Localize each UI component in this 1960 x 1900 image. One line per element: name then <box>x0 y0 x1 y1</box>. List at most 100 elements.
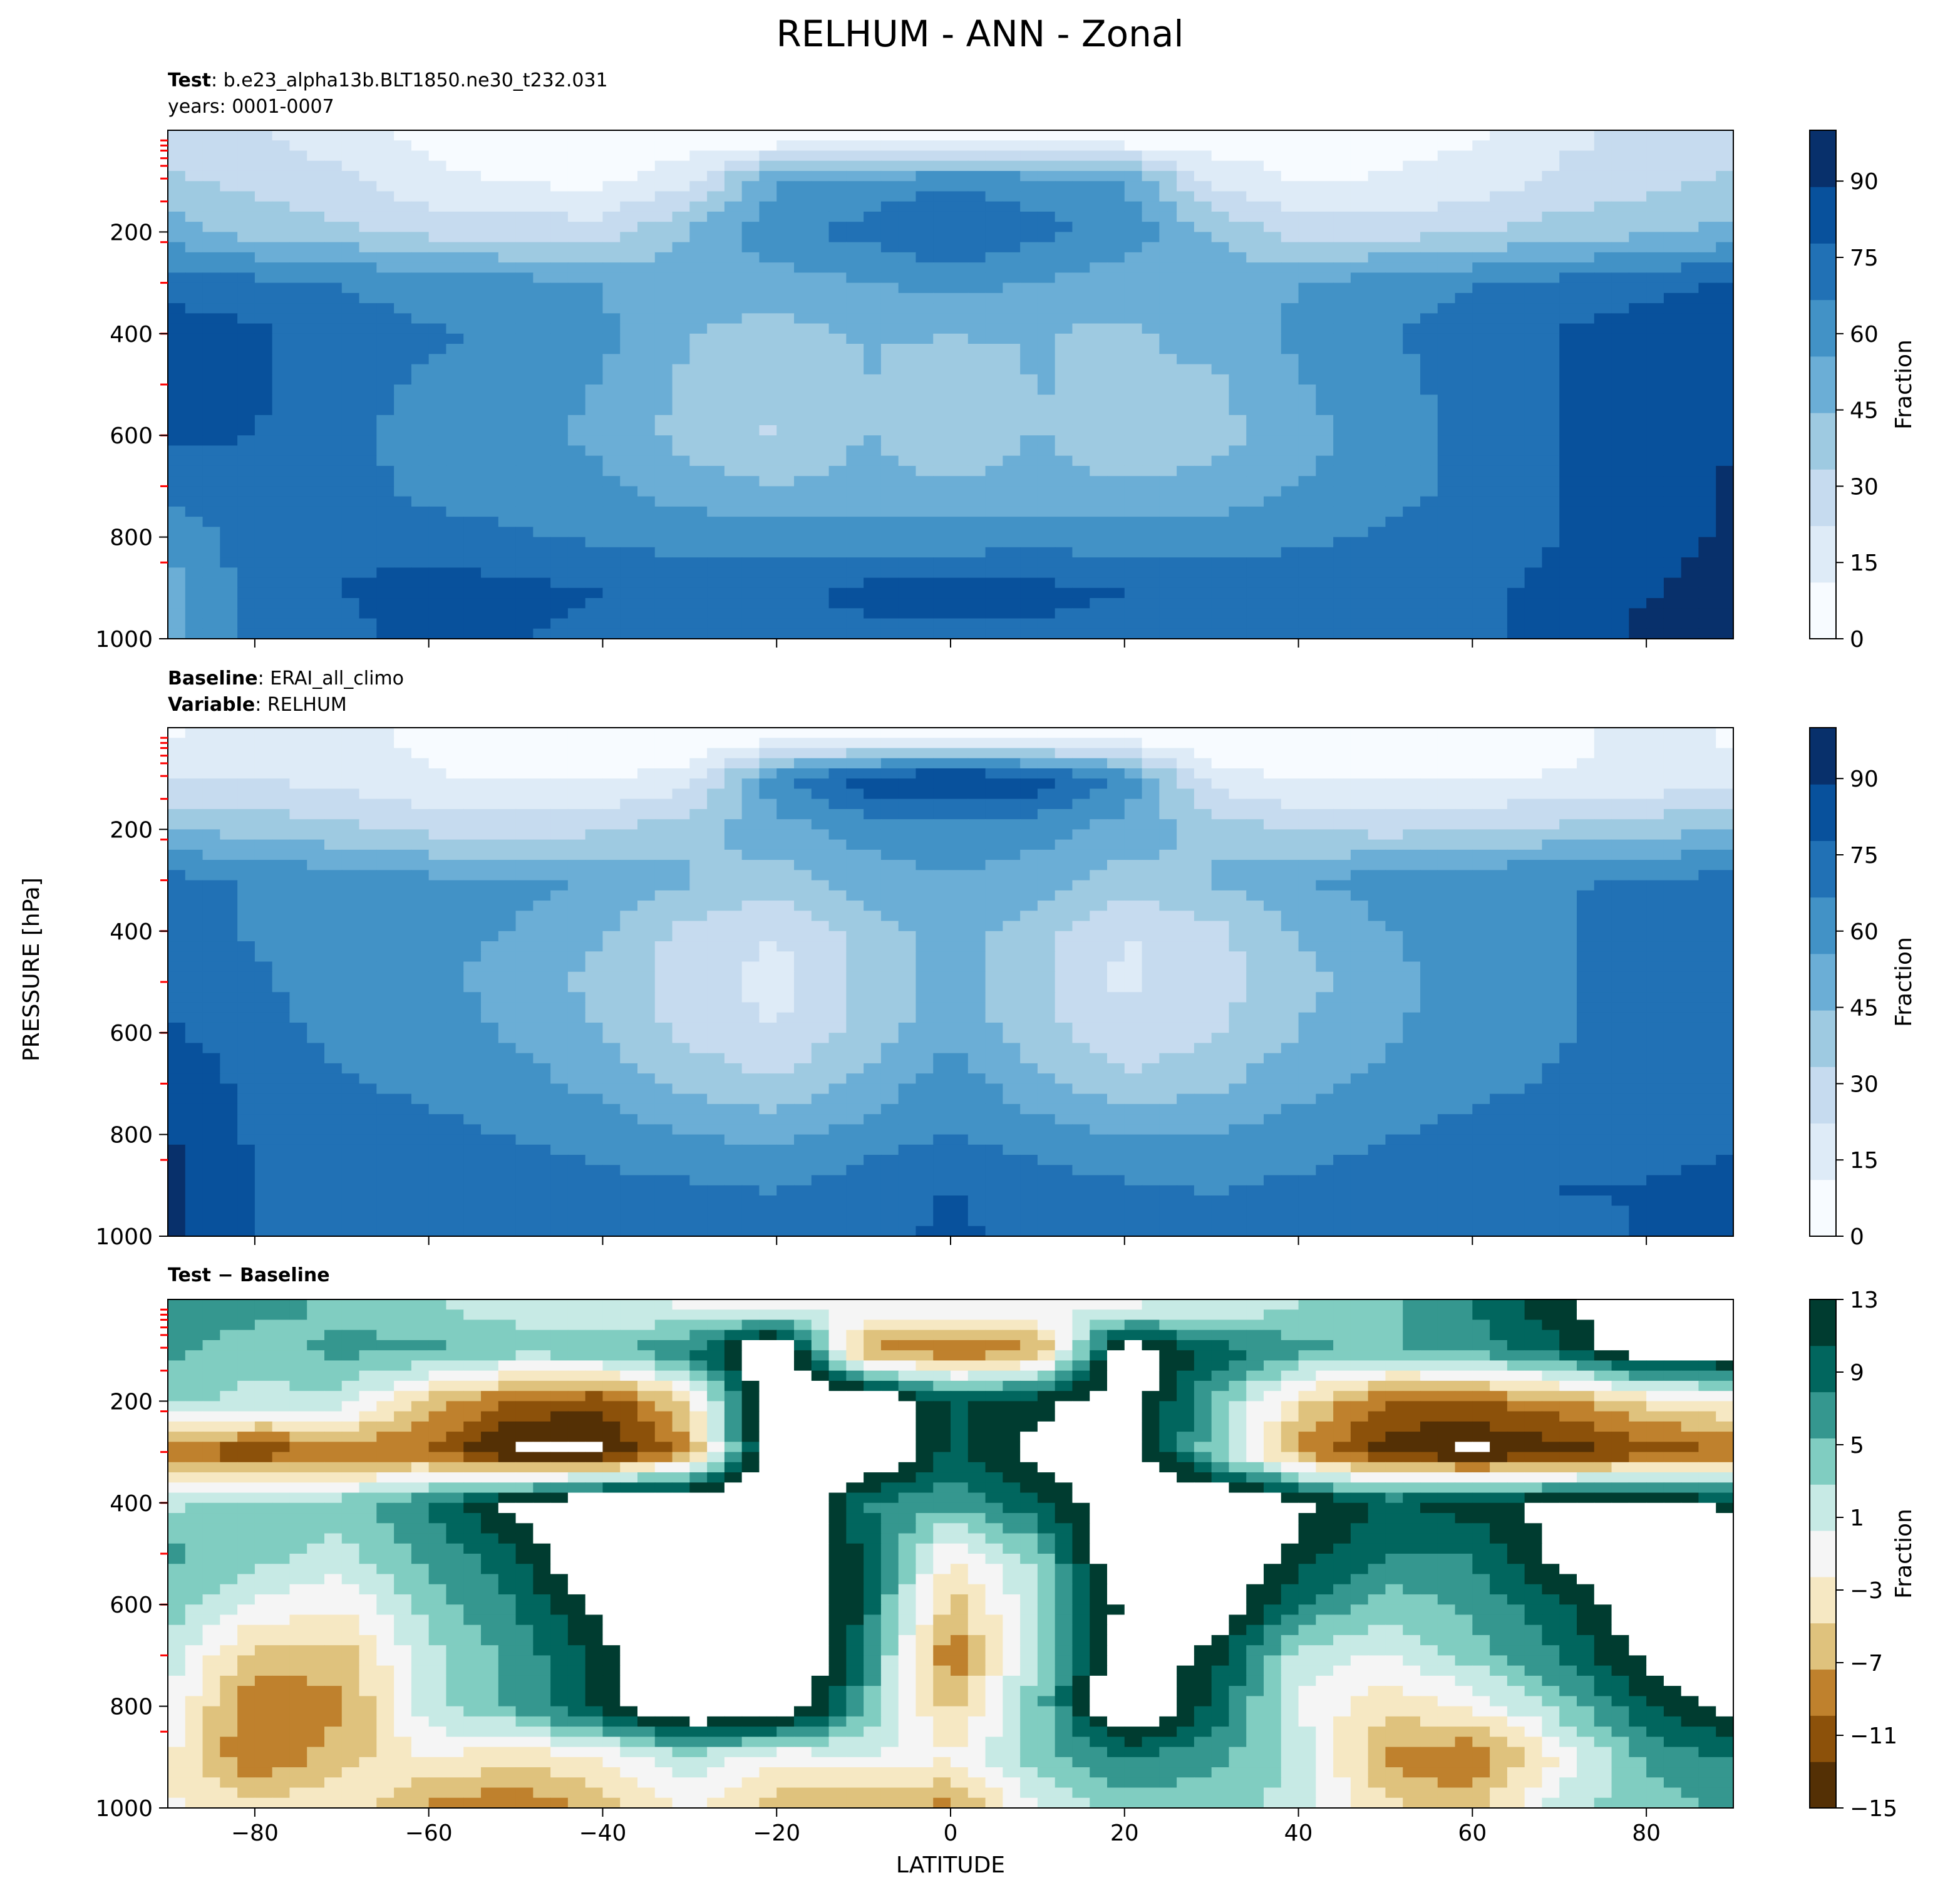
heatmap-cell <box>794 748 812 758</box>
heatmap-cell <box>1159 497 1177 507</box>
heatmap-cell <box>846 619 864 629</box>
heatmap-cell <box>255 293 272 304</box>
heatmap-cell <box>1646 557 1664 568</box>
heatmap-cell <box>1455 758 1473 769</box>
heatmap-cell <box>203 497 220 507</box>
heatmap-cell <box>498 313 516 324</box>
heatmap-cell <box>1368 608 1386 619</box>
heatmap-cell <box>1594 537 1612 548</box>
heatmap-cell <box>237 445 255 456</box>
heatmap-cell <box>255 313 272 324</box>
heatmap-cell <box>1455 425 1473 436</box>
heatmap-cell <box>1299 334 1316 344</box>
heatmap-cell <box>1490 748 1507 758</box>
heatmap-cell <box>1351 619 1368 629</box>
heatmap-cell <box>1559 507 1577 517</box>
heatmap-cell <box>220 497 237 507</box>
heatmap-cell <box>1455 629 1473 639</box>
heatmap-cell <box>1698 567 1716 578</box>
heatmap-cell <box>1368 476 1386 487</box>
heatmap-cell <box>1229 728 1246 738</box>
heatmap-cell <box>707 466 725 477</box>
heatmap-cell <box>533 608 550 619</box>
heatmap-cell <box>864 364 881 375</box>
heatmap-cell <box>168 466 185 477</box>
heatmap-cell <box>1194 629 1212 639</box>
heatmap-cell <box>498 456 516 467</box>
heatmap-cell <box>689 374 707 385</box>
heatmap-cell <box>237 758 255 769</box>
heatmap-cell <box>568 588 585 599</box>
heatmap-cell <box>1577 425 1594 436</box>
heatmap-cell <box>237 728 255 738</box>
heatmap-cell <box>602 191 620 202</box>
heatmap-cell <box>1385 283 1403 294</box>
heatmap-cell <box>185 324 203 334</box>
heatmap-cell <box>255 140 272 151</box>
heatmap-cell <box>655 354 673 364</box>
heatmap-cell <box>289 395 307 405</box>
heatmap-cell <box>1577 537 1594 548</box>
heatmap-cell <box>1107 738 1125 748</box>
heatmap-cell <box>568 232 585 242</box>
heatmap-cell <box>1212 130 1229 141</box>
heatmap-cell <box>1716 547 1733 558</box>
heatmap-cell <box>968 385 986 395</box>
heatmap-cell <box>220 171 237 182</box>
heatmap-cell <box>602 507 620 517</box>
heatmap-cell <box>289 272 307 283</box>
heatmap-cell <box>1681 588 1699 599</box>
heatmap-cell <box>1472 161 1490 172</box>
heatmap-cell <box>602 578 620 589</box>
heatmap-cell <box>725 272 742 283</box>
heatmap-cell <box>1629 171 1646 182</box>
heatmap-cell <box>864 222 881 232</box>
heatmap-cell <box>1003 313 1020 324</box>
heatmap-cell <box>1212 374 1229 385</box>
heatmap-cell <box>899 130 916 141</box>
heatmap-cell <box>1159 324 1177 334</box>
heatmap-cell <box>689 425 707 436</box>
heatmap-cell <box>1525 334 1542 344</box>
heatmap-cell <box>498 445 516 456</box>
heatmap-cell <box>759 758 776 769</box>
heatmap-cell <box>899 738 916 748</box>
heatmap-cell <box>446 527 463 537</box>
heatmap-cell <box>673 272 690 283</box>
heatmap-cell <box>324 547 342 558</box>
heatmap-cell <box>1594 578 1612 589</box>
heatmap-cell <box>1229 202 1246 212</box>
heatmap-cell <box>1716 324 1733 334</box>
heatmap-cell <box>1594 161 1612 172</box>
heatmap-cell <box>951 130 968 141</box>
heatmap-cell <box>1385 608 1403 619</box>
heatmap-cell <box>916 557 933 568</box>
heatmap-cell <box>637 395 655 405</box>
heatmap-cell <box>255 272 272 283</box>
heatmap-cell <box>829 293 847 304</box>
heatmap-cell <box>673 758 690 769</box>
heatmap-cell <box>429 293 446 304</box>
heatmap-cell <box>1246 547 1264 558</box>
heatmap-cell <box>1698 232 1716 242</box>
heatmap-cell <box>376 557 394 568</box>
heatmap-cell <box>1212 344 1229 354</box>
heatmap-cell <box>394 262 411 273</box>
heatmap-cell <box>185 140 203 151</box>
heatmap-cell <box>689 435 707 446</box>
heatmap-cell <box>498 181 516 192</box>
heatmap-cell <box>168 476 185 487</box>
heatmap-cell <box>776 161 794 172</box>
heatmap-cell <box>1698 758 1716 769</box>
heatmap-cell <box>1090 191 1107 202</box>
heatmap-cell <box>1281 252 1299 263</box>
heatmap-cell <box>1125 527 1142 537</box>
y-tick-label: 1000 <box>95 627 153 653</box>
heatmap-cell <box>1716 405 1733 415</box>
heatmap-cell <box>255 547 272 558</box>
heatmap-cell <box>916 395 933 405</box>
heatmap-cell <box>1264 374 1281 385</box>
heatmap-cell <box>1646 374 1664 385</box>
heatmap-cell <box>463 283 481 294</box>
heatmap-cell <box>220 507 237 517</box>
